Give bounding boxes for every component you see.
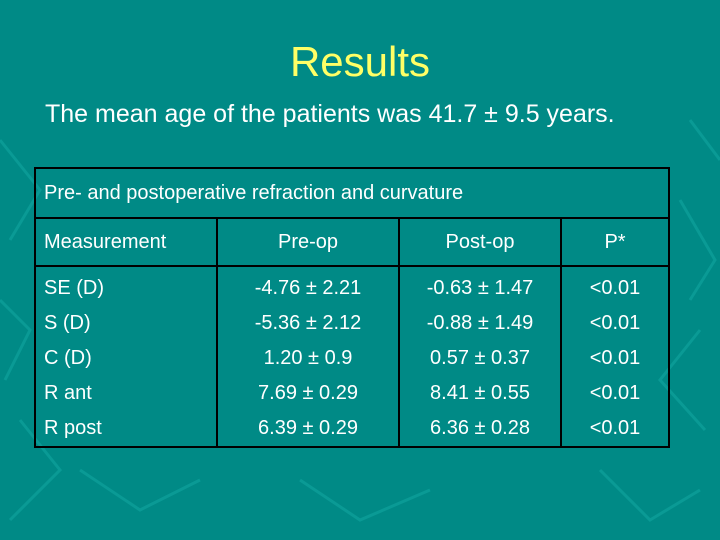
cell-p-value: <0.01 — [560, 341, 670, 376]
table-row: SE (D) -4.76 ± 2.21 -0.63 ± 1.47 <0.01 — [34, 266, 670, 306]
cell-pre-op: -5.36 ± 2.12 — [216, 306, 400, 341]
table-row: R ant 7.69 ± 0.29 8.41 ± 0.55 <0.01 — [34, 376, 670, 411]
cell-measurement: C (D) — [34, 341, 218, 376]
header-p-value: P* — [560, 218, 670, 267]
cell-post-op: -0.63 ± 1.47 — [398, 266, 562, 306]
cell-post-op: 8.41 ± 0.55 — [398, 376, 562, 411]
cell-measurement: S (D) — [34, 306, 218, 341]
cell-pre-op: 1.20 ± 0.9 — [216, 341, 400, 376]
table-caption: Pre- and postoperative refraction and cu… — [34, 167, 670, 219]
header-measurement: Measurement — [34, 218, 218, 267]
cell-measurement: SE (D) — [34, 266, 218, 306]
results-table: Pre- and postoperative refraction and cu… — [34, 167, 670, 448]
table-caption-row: Pre- and postoperative refraction and cu… — [34, 167, 670, 219]
cell-p-value: <0.01 — [560, 266, 670, 306]
cell-post-op: 0.57 ± 0.37 — [398, 341, 562, 376]
slide-subtitle: The mean age of the patients was 41.7 ± … — [45, 100, 615, 128]
cell-p-value: <0.01 — [560, 376, 670, 411]
cell-p-value: <0.01 — [560, 306, 670, 341]
slide-title: Results — [289, 38, 431, 85]
cell-pre-op: 7.69 ± 0.29 — [216, 376, 400, 411]
cell-post-op: -0.88 ± 1.49 — [398, 306, 562, 341]
cell-p-value: <0.01 — [560, 411, 670, 448]
cell-pre-op: 6.39 ± 0.29 — [216, 411, 400, 448]
table-header-row: Measurement Pre-op Post-op P* — [34, 218, 670, 267]
header-pre-op: Pre-op — [216, 218, 400, 267]
cell-post-op: 6.36 ± 0.28 — [398, 411, 562, 448]
table-row: R post 6.39 ± 0.29 6.36 ± 0.28 <0.01 — [34, 411, 670, 448]
cell-measurement: R ant — [34, 376, 218, 411]
table-row: S (D) -5.36 ± 2.12 -0.88 ± 1.49 <0.01 — [34, 306, 670, 341]
header-post-op: Post-op — [398, 218, 562, 267]
table-row: C (D) 1.20 ± 0.9 0.57 ± 0.37 <0.01 — [34, 341, 670, 376]
cell-measurement: R post — [34, 411, 218, 448]
cell-pre-op: -4.76 ± 2.21 — [216, 266, 400, 306]
